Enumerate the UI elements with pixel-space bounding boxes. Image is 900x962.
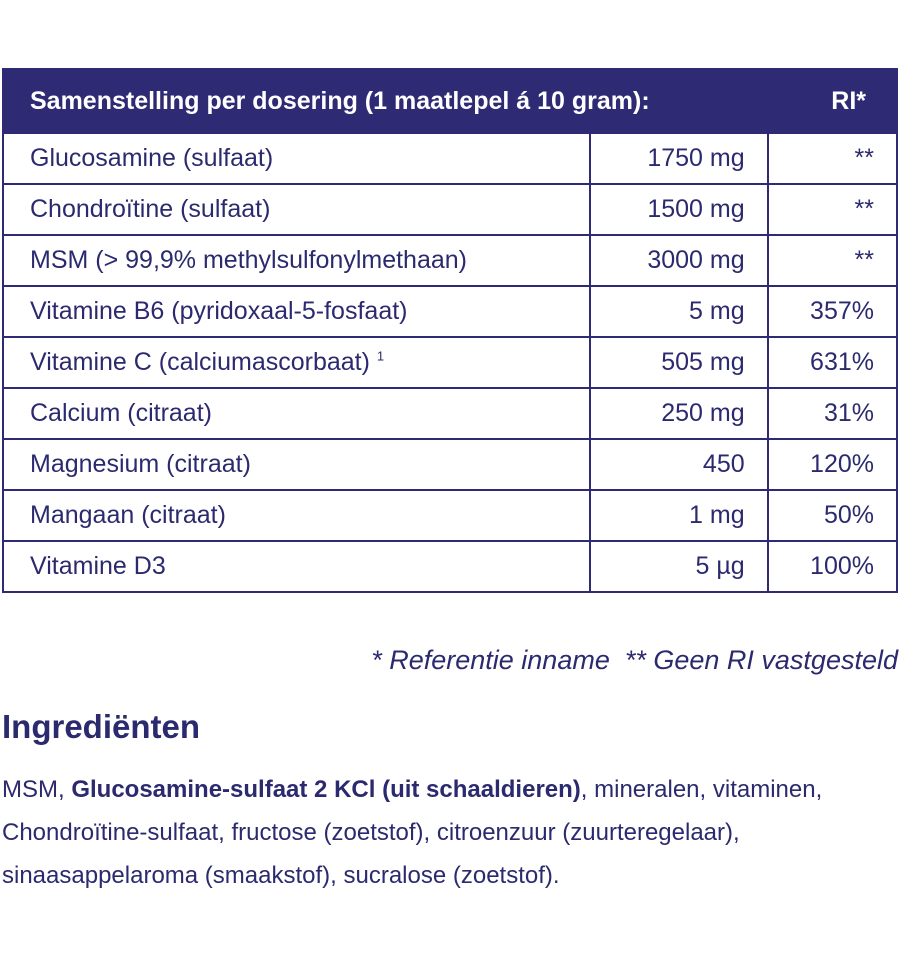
table-cell: 450 [589,438,769,491]
table-row: Glucosamine (sulfaat) 1750 mg ** [1,132,899,185]
ingredients-text: MSM, Glucosamine-sulfaat 2 KCl (uit scha… [2,768,892,897]
bold-text: Glucosamine-sulfaat 2 KCl (uit schaaldie… [71,776,581,803]
text: , mineralen, vitaminen, Chondroïtine-sul… [2,776,823,889]
cell-text: ** [854,246,874,274]
cell-text: Chondroïtine (sulfaat) [30,195,271,223]
header-cell: Samenstelling per dosering (1 maatlepel … [2,68,769,134]
table-cell: Vitamine B6 (pyridoxaal-5-fosfaat) [1,285,592,338]
table-cell: 631% [766,336,899,389]
header-row: Samenstelling per dosering (1 maatlepel … [2,68,899,134]
cell-text: Calcium (citraat) [30,399,212,427]
table-cell: Mangaan (citraat) [1,489,592,542]
table-cell: Vitamine C (calciumascorbaat) 1 [1,336,592,389]
cell-text: ** [854,144,874,172]
table-cell: 357% [766,285,899,338]
cell-text: 120% [810,450,874,478]
table-row: Magnesium (citraat) 450 120% [1,438,899,491]
table-cell: ** [766,183,899,236]
footnote: * Referentie inname ** Geen RI vastgeste… [371,645,898,675]
table-row: Vitamine D3 5 µg 100% [1,540,899,593]
cell-text: Vitamine C (calciumascorbaat) [30,348,370,376]
cell-text: 31% [823,399,874,427]
table-row: Chondroïtine (sulfaat) 1500 mg ** [1,183,899,236]
cell-text: 50% [823,501,874,529]
table-row: Calcium (citraat) 250 mg 31% [1,387,899,440]
cell-text: 631% [810,348,874,376]
cell-text: 5 µg [695,552,745,580]
table-row: Mangaan (citraat) 1 mg 50% [1,489,899,542]
text: MSM, [2,776,72,803]
table-cell: 100% [766,540,899,593]
table-cell: Chondroïtine (sulfaat) [1,183,592,236]
cell-text: 1 mg [689,501,745,529]
table-cell: ** [766,234,899,287]
cell-text: 100% [810,552,874,580]
cell-text: 450 [702,450,745,478]
table-cell: 50% [766,489,899,542]
cell-text: MSM (> 99,9% methylsulfonylmethaan) [30,246,467,274]
cell-text: Vitamine D3 [30,552,166,580]
table-cell: 1 mg [589,489,769,542]
composition-table: Samenstelling per dosering (1 maatlepel … [1,68,899,593]
table-cell: 120% [766,438,899,491]
cell-text: 5 mg [689,297,745,325]
table-row: Vitamine C (calciumascorbaat) 1 505 mg 631… [1,336,899,389]
ingredients-title: Ingrediënten [2,708,201,745]
table-cell: Glucosamine (sulfaat) [1,132,592,185]
table-cell: 3000 mg [589,234,769,287]
table-cell: Magnesium (citraat) [1,438,592,491]
table-row: Vitamine B6 (pyridoxaal-5-fosfaat) 5 mg 35… [1,285,899,338]
cell-text: 250 mg [661,399,745,427]
cell-text: 1500 mg [647,195,745,223]
cell-text: Magnesium (citraat) [30,450,251,478]
table-cell: 31% [766,387,899,440]
table-cell: MSM (> 99,9% methylsulfonylmethaan) [1,234,592,287]
table-cell: ** [766,132,899,185]
cell-text: 357% [810,297,874,325]
cell-text: ** [854,195,874,223]
table-cell: Vitamine D3 [1,540,592,593]
cell-text: 505 mg [661,348,745,376]
table-cell: 1750 mg [589,132,769,185]
table-cell: 505 mg [589,336,769,389]
table-cell: Calcium (citraat) [1,387,592,440]
cell-text: Vitamine B6 (pyridoxaal-5-fosfaat) [30,297,408,325]
table-cell: 250 mg [589,387,769,440]
cell-text: Mangaan (citraat) [30,501,226,529]
table-cell: 5 µg [589,540,769,593]
cell-text: 3000 mg [647,246,745,274]
cell-text: 1750 mg [647,144,745,172]
cell-text: Glucosamine (sulfaat) [30,144,274,172]
superscript: 1 [376,348,385,364]
header-cell: RI* [766,68,899,134]
table-row: MSM (> 99,9% methylsulfonylmethaan) 3000 … [1,234,899,287]
table-cell: 1500 mg [589,183,769,236]
table-cell: 5 mg [589,285,769,338]
